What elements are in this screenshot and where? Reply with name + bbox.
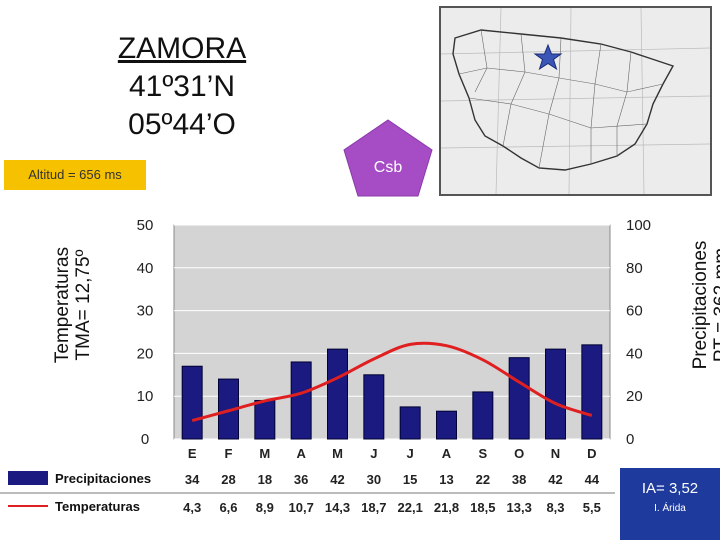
- location-star-icon: [533, 43, 563, 71]
- y-left-tick: 20: [137, 345, 154, 362]
- x-tick-label: S: [478, 446, 487, 461]
- temp-value: 4,3: [183, 500, 201, 515]
- location-map: [439, 6, 712, 196]
- precip-bar: [508, 357, 530, 440]
- climate-pentagon-icon: [343, 119, 433, 197]
- precip-value: 38: [512, 472, 526, 487]
- precip-value: 22: [476, 472, 490, 487]
- precip-value: 15: [403, 472, 417, 487]
- precip-value: 18: [258, 472, 272, 487]
- station-name: ZAMORA: [117, 32, 247, 65]
- y-right-tick: 20: [626, 388, 643, 405]
- precip-value: 42: [330, 472, 344, 487]
- y-right-tick: 80: [626, 260, 643, 277]
- y-left-tick: 30: [137, 303, 154, 320]
- left-axis-title: Temperaturas TMA= 12,75º: [52, 195, 94, 415]
- aridity-box: IA= 3,52 I. Árida: [620, 468, 720, 540]
- x-tick-label: E: [188, 446, 197, 461]
- grid-lines: [174, 224, 610, 440]
- precip-row-label: Precipitaciones: [55, 471, 151, 486]
- y-right-ticks: 0 20 40 60 80 100: [626, 217, 651, 448]
- x-tick-label: A: [296, 446, 306, 461]
- precip-bar: [181, 365, 203, 440]
- y-right-tick: 60: [626, 303, 643, 320]
- aridity-class: I. Árida: [654, 503, 686, 514]
- temp-value: 21,8: [434, 500, 459, 515]
- precip-bars: [181, 344, 603, 440]
- temp-value: 10,7: [289, 500, 314, 515]
- y-right-tick: 100: [626, 217, 651, 234]
- station-longitude: 05º44’O: [128, 108, 236, 141]
- y-left-ticks: 0 10 20 30 40 50: [137, 217, 154, 448]
- precip-value: 36: [294, 472, 308, 487]
- precip-bar: [545, 348, 566, 440]
- plot-area: [173, 224, 611, 440]
- y-right-tick: 0: [626, 431, 634, 448]
- x-tick-label: A: [442, 446, 452, 461]
- aridity-index: IA= 3,52: [641, 480, 699, 497]
- temp-value-row: 4,3 6,6 8,9 10,7 14,3 18,7 22,1 21,8 18,5 13,3 8,3…: [183, 500, 601, 515]
- temperature-line: [191, 341, 593, 423]
- precip-value-row: 34 28 18 36 42 30 15 13 22 38 42 44: [185, 472, 600, 487]
- temp-value: 8,9: [256, 500, 274, 515]
- precip-bar: [472, 391, 494, 440]
- precip-value: 30: [367, 472, 381, 487]
- x-tick-label: M: [332, 446, 343, 461]
- precip-bar: [399, 406, 421, 440]
- right-axis-title: Precipitaciones PT = 362 mm: [690, 195, 720, 415]
- y-left-tick: 40: [137, 260, 154, 277]
- precip-bar: [290, 361, 312, 440]
- precip-bar: [363, 374, 385, 440]
- map-drawing: [441, 8, 710, 194]
- precip-bar: [327, 348, 348, 440]
- pt-label: PT = 362 mm: [711, 247, 720, 363]
- precip-value: 28: [221, 472, 235, 487]
- temp-value: 14,3: [325, 500, 350, 515]
- temp-value: 8,3: [546, 500, 564, 515]
- temp-row-label: Temperaturas: [55, 499, 140, 514]
- precip-bar: [254, 399, 276, 440]
- precip-bar: [581, 344, 603, 440]
- tma-label: TMA= 12,75º: [73, 249, 94, 361]
- x-tick-label: M: [259, 446, 270, 461]
- precip-value: 42: [548, 472, 562, 487]
- temp-value: 13,3: [507, 500, 532, 515]
- precip-bar: [436, 410, 457, 440]
- precip-value: 13: [439, 472, 453, 487]
- province-borders: [458, 29, 664, 169]
- x-tick-label: D: [587, 446, 596, 461]
- station-title: ZAMORA 41º31’N 05º44’O: [92, 30, 272, 144]
- temp-value: 18,5: [470, 500, 495, 515]
- y-left-tick: 10: [137, 388, 154, 405]
- climate-type: Csb: [374, 159, 403, 176]
- altitude-badge: Altitud = 656 ms: [4, 160, 146, 190]
- x-tick-label: J: [407, 446, 414, 461]
- temp-value: 5,5: [583, 500, 601, 515]
- temp-value: 6,6: [219, 500, 237, 515]
- precip-value: 44: [585, 472, 600, 487]
- station-latitude: 41º31’N: [128, 70, 236, 103]
- right-axis-label: Precipitaciones: [690, 240, 711, 370]
- temp-value: 22,1: [398, 500, 423, 515]
- precip-value: 34: [185, 472, 200, 487]
- x-tick-label: N: [551, 446, 560, 461]
- iberia-outline: [452, 29, 675, 171]
- precip-legend-swatch: [8, 471, 48, 485]
- x-tick-label: F: [225, 446, 233, 461]
- y-right-tick: 40: [626, 345, 643, 362]
- left-axis-label: Temperaturas: [52, 246, 73, 364]
- x-tick-label: J: [370, 446, 377, 461]
- y-left-tick: 50: [137, 217, 154, 234]
- y-left-tick: 0: [141, 431, 149, 448]
- x-tick-label: O: [514, 446, 524, 461]
- temp-value: 18,7: [361, 500, 386, 515]
- precip-bar: [218, 378, 239, 440]
